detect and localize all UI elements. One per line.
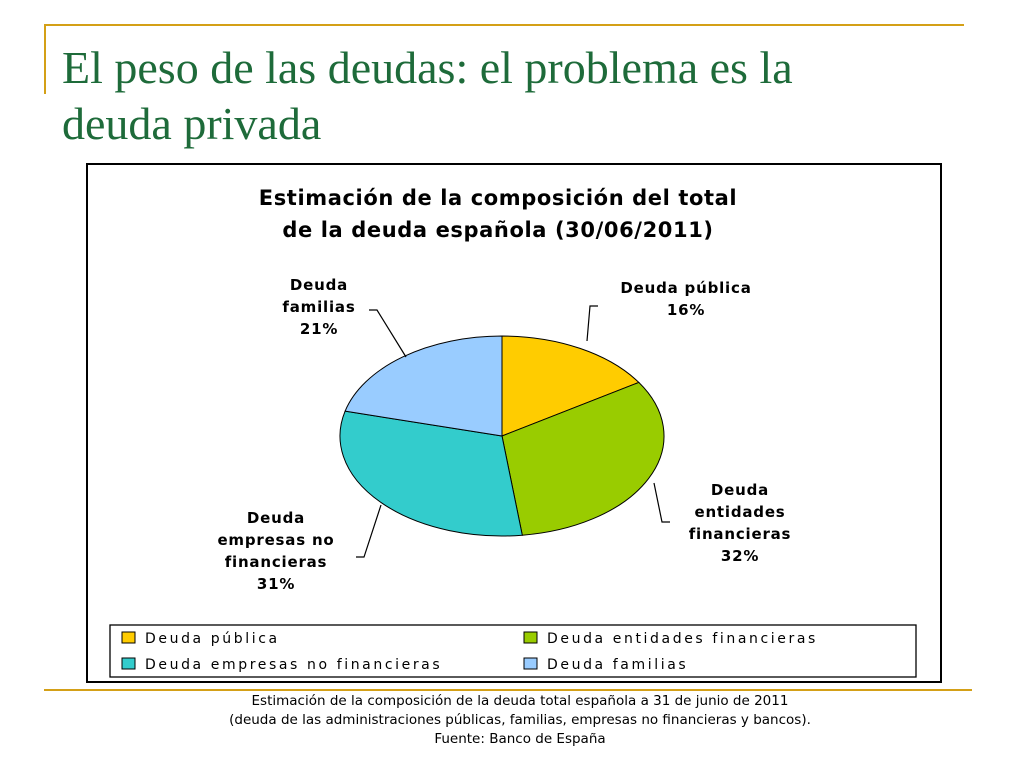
data-label-deuda-familias: Deuda familias 21% (282, 276, 355, 338)
legend-swatch-deuda-entidades-financieras (523, 631, 538, 644)
data-label-line: Deuda (247, 509, 305, 527)
chart-title-line-1: Estimación de la composición del total (259, 186, 737, 210)
pie-slice-deuda-publica (501, 335, 640, 437)
slide-title: El peso de las deudas: el problema es la… (62, 40, 962, 152)
data-label-deuda-publica: Deuda pública 16% (620, 279, 751, 319)
data-label-line: Deuda (290, 276, 348, 294)
caption-line-3: Fuente: Banco de España (434, 731, 606, 747)
legend-label-deuda-familias: Deuda familias (547, 657, 688, 673)
legend-box (109, 624, 917, 678)
leader-line-deuda-entidades-financieras (653, 482, 670, 523)
slide-title-line-2: deuda privada (62, 98, 322, 149)
caption-line-2: (deuda de las administraciones públicas,… (229, 712, 811, 728)
leader-line-deuda-empresas-no-financieras (356, 504, 382, 558)
chart-title-line-2: de la deuda española (30/06/2011) (282, 218, 713, 242)
data-label-line: entidades (694, 503, 785, 521)
data-label-line: 31% (257, 575, 295, 593)
pie-slice-deuda-entidades-financieras (501, 381, 665, 536)
pie-chart: Estimación de la composición del total de… (109, 186, 917, 678)
slide-title-line-1: El peso de las deudas: el problema es la (62, 42, 793, 93)
caption: Estimación de la composición de la deuda… (100, 692, 940, 749)
legend-label-deuda-entidades-financieras: Deuda entidades financieras (547, 631, 818, 647)
pie-slice-deuda-empresas-no-financieras (339, 410, 523, 537)
accent-top-line (44, 24, 964, 26)
data-label-deuda-entidades-financieras: Deuda entidades financieras 32% (689, 481, 792, 565)
leader-line-deuda-publica (586, 305, 598, 342)
chart-frame: Estimación de la composición del total de… (86, 163, 942, 683)
pie-slices (339, 335, 665, 537)
legend-swatch-deuda-publica (121, 631, 136, 644)
data-label-line: 32% (721, 547, 759, 565)
data-label-line: financieras (225, 553, 328, 571)
data-label-line: familias (282, 298, 355, 316)
data-label-line: financieras (689, 525, 792, 543)
legend-label-deuda-publica: Deuda pública (145, 631, 280, 647)
legend-label-deuda-empresas-no-financieras: Deuda empresas no financieras (145, 657, 442, 673)
caption-line-1: Estimación de la composición de la deuda… (251, 693, 789, 709)
data-label-line: 16% (667, 301, 705, 319)
legend-swatch-deuda-empresas-no-financieras (121, 657, 136, 670)
data-label-line: Deuda pública (620, 279, 751, 297)
data-label-line: Deuda (711, 481, 769, 499)
data-label-deuda-empresas-no-financieras: Deuda empresas no financieras 31% (217, 509, 334, 593)
legend-swatch-deuda-familias (523, 657, 538, 670)
leader-line-deuda-familias (369, 309, 407, 358)
accent-vertical-line (44, 24, 46, 94)
pie-slice-deuda-familias (344, 335, 503, 437)
accent-bottom-line (44, 689, 972, 691)
data-label-line: 21% (300, 320, 338, 338)
data-label-line: empresas no (217, 531, 334, 549)
